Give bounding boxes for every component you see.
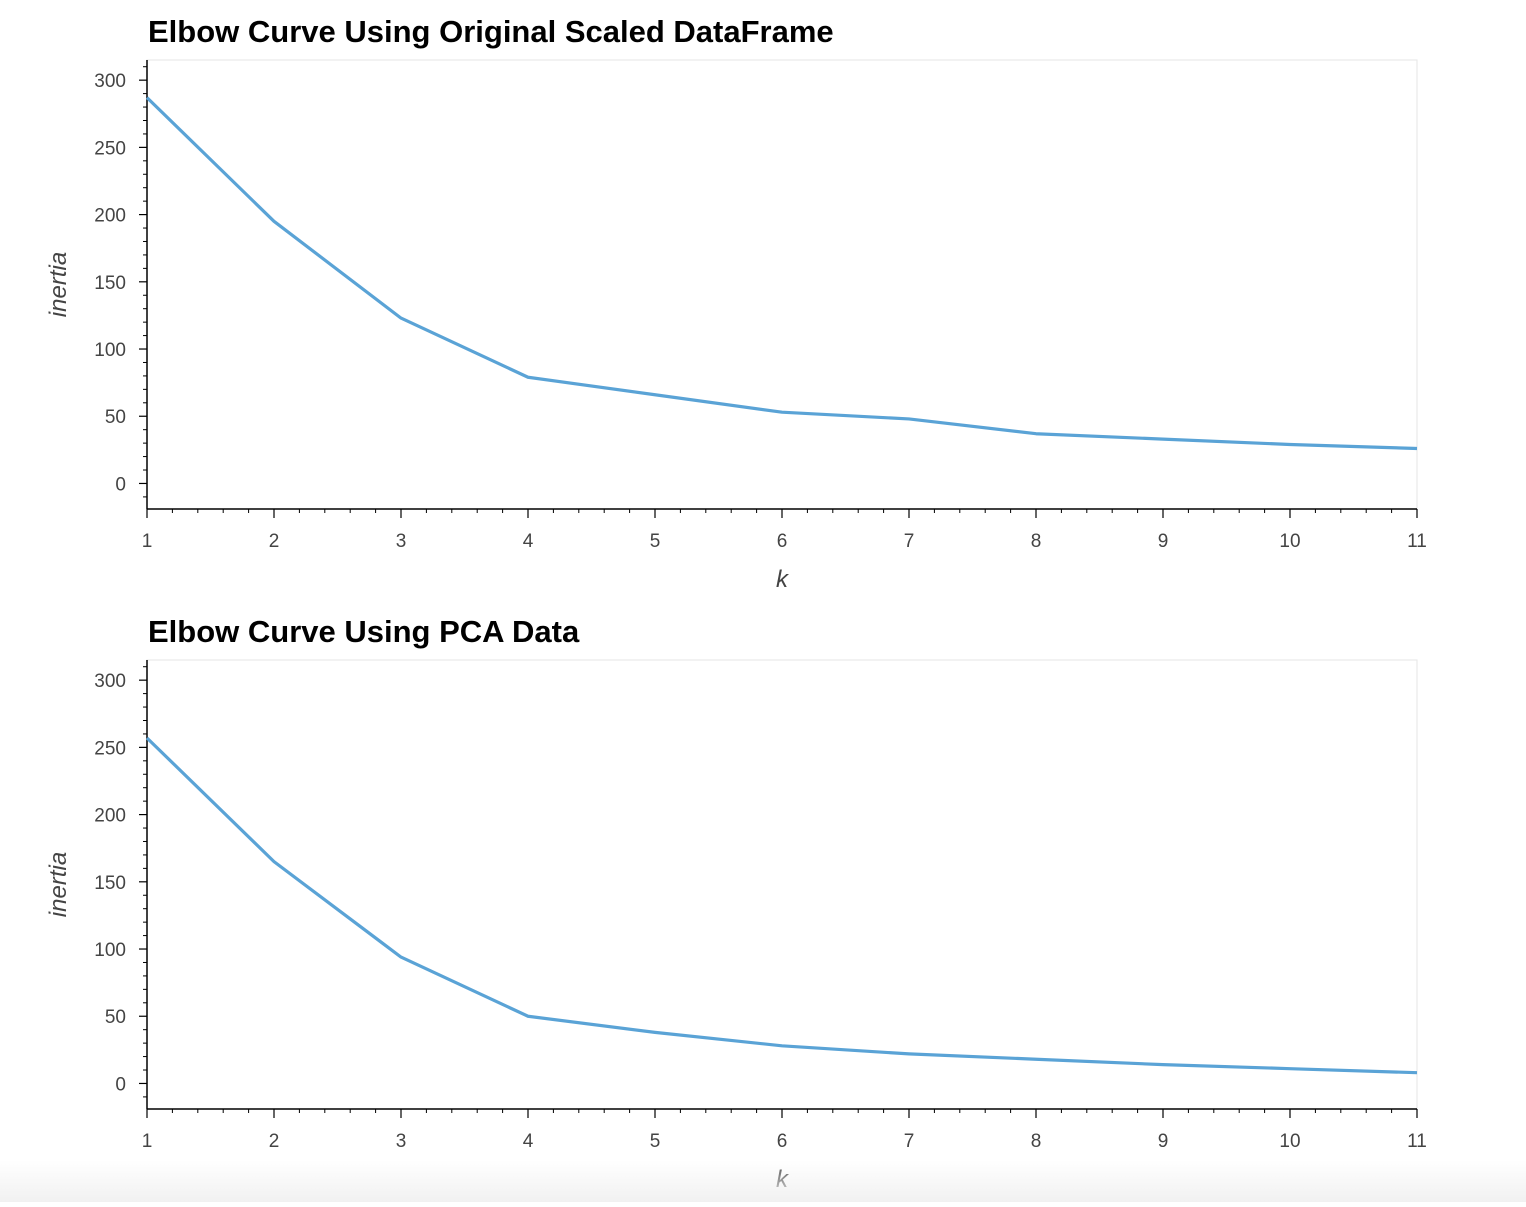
y-tick-label: 300 bbox=[94, 71, 126, 92]
y-tick-label: 50 bbox=[105, 407, 126, 428]
y-tick-label: 100 bbox=[94, 940, 126, 961]
x-tick-label: 5 bbox=[650, 1131, 661, 1152]
chart-title: Elbow Curve Using Original Scaled DataFr… bbox=[148, 14, 834, 49]
x-tick-label: 9 bbox=[1158, 1131, 1169, 1152]
x-tick-label: 5 bbox=[650, 531, 661, 552]
chart-title: Elbow Curve Using PCA Data bbox=[148, 614, 580, 649]
y-tick-label: 100 bbox=[94, 340, 126, 361]
series-line bbox=[147, 98, 1417, 449]
x-tick-label: 6 bbox=[777, 531, 788, 552]
y-tick-label: 300 bbox=[94, 671, 126, 692]
x-tick-label: 2 bbox=[269, 531, 280, 552]
plot-frame bbox=[147, 660, 1417, 1109]
x-tick-label: 11 bbox=[1407, 531, 1427, 552]
y-tick-label: 0 bbox=[115, 474, 126, 495]
x-tick-label: 4 bbox=[523, 1131, 534, 1152]
x-tick-label: 6 bbox=[777, 1131, 788, 1152]
y-tick-label: 200 bbox=[94, 206, 126, 227]
x-tick-label: 3 bbox=[396, 531, 407, 552]
x-tick-label: 1 bbox=[142, 1131, 153, 1152]
y-tick-label: 0 bbox=[115, 1074, 126, 1095]
y-tick-label: 150 bbox=[94, 873, 126, 894]
y-tick-label: 50 bbox=[105, 1007, 126, 1028]
x-tick-label: 10 bbox=[1279, 1131, 1300, 1152]
chart-panel-2: Elbow Curve Using PCA Data05010015020025… bbox=[45, 614, 1427, 1193]
y-tick-label: 250 bbox=[94, 138, 126, 159]
series-line bbox=[147, 738, 1417, 1073]
y-tick-label: 200 bbox=[94, 806, 126, 827]
chart-panel-1: Elbow Curve Using Original Scaled DataFr… bbox=[45, 14, 1427, 593]
y-tick-label: 150 bbox=[94, 273, 126, 294]
x-tick-label: 1 bbox=[142, 531, 153, 552]
x-tick-label: 10 bbox=[1279, 531, 1300, 552]
x-tick-label: 8 bbox=[1031, 1131, 1042, 1152]
x-tick-label: 8 bbox=[1031, 531, 1042, 552]
y-axis-label: inertia bbox=[45, 252, 72, 317]
x-tick-label: 2 bbox=[269, 1131, 280, 1152]
y-axis-label: inertia bbox=[45, 852, 72, 917]
x-tick-label: 9 bbox=[1158, 531, 1169, 552]
x-axis-label: k bbox=[776, 1166, 790, 1193]
x-axis-label: k bbox=[776, 566, 790, 593]
x-tick-label: 7 bbox=[904, 1131, 915, 1152]
x-tick-label: 11 bbox=[1407, 1131, 1427, 1152]
x-tick-label: 4 bbox=[523, 531, 534, 552]
x-tick-label: 7 bbox=[904, 531, 915, 552]
x-tick-label: 3 bbox=[396, 1131, 407, 1152]
y-tick-label: 250 bbox=[94, 738, 126, 759]
